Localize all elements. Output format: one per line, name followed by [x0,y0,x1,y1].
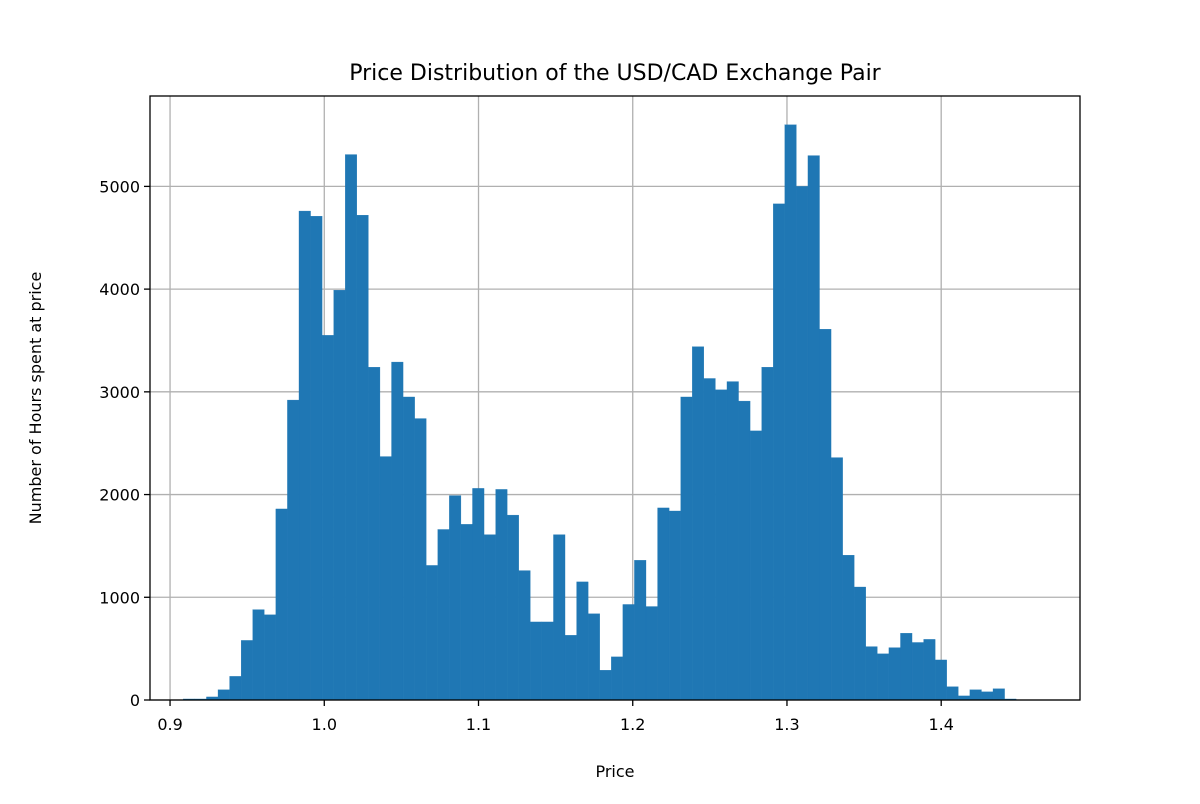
histogram-bar [946,686,959,701]
histogram-bar [472,488,485,701]
x-tick-label: 1.1 [466,715,491,734]
histogram-bar [391,361,404,701]
histogram-bar [240,640,253,701]
histogram-bar [900,633,913,701]
histogram-bar [807,155,820,701]
histogram-bar [773,203,785,701]
histogram-bar [426,565,438,701]
histogram-bar [981,691,994,701]
histogram-bar [634,560,647,701]
histogram-bar [588,613,600,701]
histogram-bar [345,154,357,701]
x-tick-label: 0.9 [157,715,182,734]
histogram-bar [379,456,392,701]
histogram-bar [541,621,554,701]
y-tick-label: 2000 [99,486,140,505]
histogram-bar [645,606,658,701]
histogram-bar [437,529,450,701]
histogram-bar [842,555,855,701]
histogram-bar [576,581,589,701]
histogram-bar [287,399,300,701]
histogram-bar [911,642,924,701]
histogram-bar [738,400,751,701]
histogram-bar [530,621,543,701]
histogram-bar [992,688,1005,701]
histogram-bar [321,335,334,701]
histogram-bar [668,510,681,701]
histogram-bar [414,418,427,701]
histogram-bar [298,210,311,701]
histogram-bar [784,124,797,701]
histogram-bar [507,514,519,701]
histogram-bar [449,495,462,701]
histogram-bar [830,457,843,701]
histogram-bar [553,534,566,701]
histogram-bar [368,367,381,701]
histogram-bar [761,367,774,701]
y-tick-label: 1000 [99,588,140,607]
y-tick-label: 0 [130,691,140,710]
y-axis-label: Number of Hours spent at price [26,272,45,525]
histogram-bar [229,676,242,701]
histogram-bar [877,653,890,701]
histogram-bar [749,430,762,701]
y-tick-label: 3000 [99,383,140,402]
histogram-bar [310,216,323,701]
histogram-bar [264,614,277,701]
histogram-bar [680,396,693,701]
chart-title: Price Distribution of the USD/CAD Exchan… [349,61,881,86]
histogram-bar [865,646,878,701]
histogram-bar [819,329,832,701]
histogram-bar [888,647,901,701]
histogram-bar [726,381,739,701]
histogram-bar [599,670,612,701]
histogram-bar [483,534,496,701]
y-tick-label: 5000 [99,177,140,196]
histogram-bar [333,289,346,701]
histogram-bar [275,508,288,701]
histogram-bar [854,586,866,701]
histogram-bar [518,570,531,701]
histogram-bar [217,689,230,701]
x-tick-label: 1.4 [928,715,953,734]
histogram-bar [564,635,577,701]
x-tick-label: 1.0 [312,715,337,734]
histogram-bar [356,215,369,701]
histogram-bar [715,389,728,701]
x-axis-label: Price [595,762,634,781]
bars-layer [183,124,1017,701]
x-tick-label: 1.3 [774,715,799,734]
ticks-layer: 0.9 1.0 1.1 1.2 1.3 1.4 0 1000 2000 3000 4000 5000 [99,177,954,734]
histogram-bar [969,689,982,701]
y-tick-label: 4000 [99,280,140,299]
histogram-bar [657,507,670,701]
histogram-bar [460,524,473,701]
plot-frame [149,95,1081,701]
histogram-bar [935,659,947,701]
histogram-bar [923,639,936,701]
histogram-bar [622,604,635,701]
histogram-bar [796,186,809,701]
x-tick-label: 1.2 [620,715,645,734]
histogram-bar [495,489,508,701]
histogram-bar [611,656,624,701]
histogram-bar [252,609,265,701]
histogram-bar [402,396,415,701]
histogram-bar [703,378,716,701]
histogram-bar [692,346,704,701]
